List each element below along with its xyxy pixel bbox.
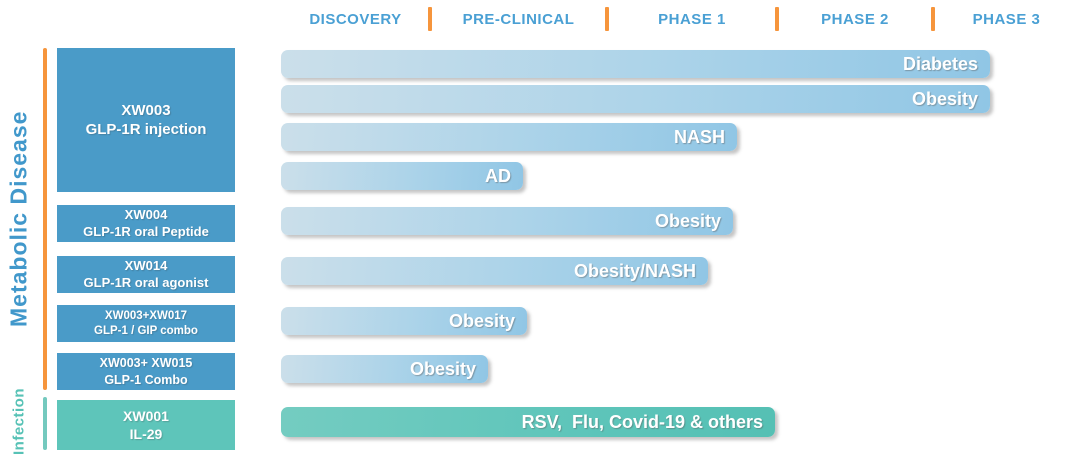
- pipeline-bar-nash: NASH: [281, 123, 737, 151]
- program-box-xw003-xw015: XW003+ XW015 GLP-1 Combo: [57, 353, 235, 390]
- pipeline-bar-obesity-xw004: Obesity: [281, 207, 733, 235]
- pipeline-bar-rsv-flu-covid: RSV, Flu, Covid-19 & others: [281, 407, 775, 437]
- phase-divider: [931, 7, 935, 31]
- program-box-xw003-xw017: XW003+XW017 GLP-1 / GIP combo: [57, 305, 235, 342]
- program-code: XW003: [121, 101, 171, 119]
- program-box-xw004: XW004 GLP-1R oral Peptide: [57, 205, 235, 242]
- pipeline-bar-obesity-xw003: Obesity: [281, 85, 990, 113]
- category-label-infection: Infection: [10, 388, 28, 456]
- phase-divider: [775, 7, 779, 31]
- program-code: XW014: [124, 257, 168, 273]
- phase-divider: [605, 7, 609, 31]
- pipeline-bar-obesity-xw017: Obesity: [281, 307, 527, 335]
- program-desc: GLP-1 / GIP combo: [94, 324, 198, 337]
- program-desc: GLP-1R oral Peptide: [83, 223, 209, 239]
- phase-header-preclinical: PRE-CLINICAL: [462, 11, 575, 28]
- program-code: XW003+XW017: [104, 309, 188, 322]
- pipeline-bar-ad: AD: [281, 162, 523, 190]
- infection-category-rail: [43, 397, 47, 450]
- program-desc: GLP-1R injection: [85, 121, 207, 138]
- phase-header-discovery: DISCOVERY: [309, 11, 402, 28]
- phase-header-phase1: PHASE 1: [658, 11, 726, 28]
- pipeline-bar-diabetes: Diabetes: [281, 50, 990, 78]
- category-label-metabolic-disease: Metabolic Disease: [5, 110, 32, 328]
- phase-header-phase3: PHASE 3: [972, 11, 1041, 28]
- program-code: XW001: [123, 407, 169, 424]
- phase-header-phase2: PHASE 2: [821, 11, 889, 28]
- metabolic-category-rail: [43, 48, 47, 390]
- program-desc: GLP-1R oral agonist: [83, 274, 209, 290]
- program-desc: IL-29: [129, 426, 163, 442]
- program-code: XW003+ XW015: [99, 356, 193, 371]
- program-box-xw003: XW003 GLP-1R injection: [57, 48, 235, 192]
- program-box-xw001: XW001 IL-29: [57, 400, 235, 450]
- pipeline-bar-obesity-xw015: Obesity: [281, 355, 488, 383]
- program-desc: GLP-1 Combo: [104, 372, 188, 387]
- program-box-xw014: XW014 GLP-1R oral agonist: [57, 256, 235, 293]
- program-code: XW004: [124, 206, 168, 222]
- phase-divider: [428, 7, 432, 31]
- pipeline-bar-obesity-nash: Obesity/NASH: [281, 257, 708, 285]
